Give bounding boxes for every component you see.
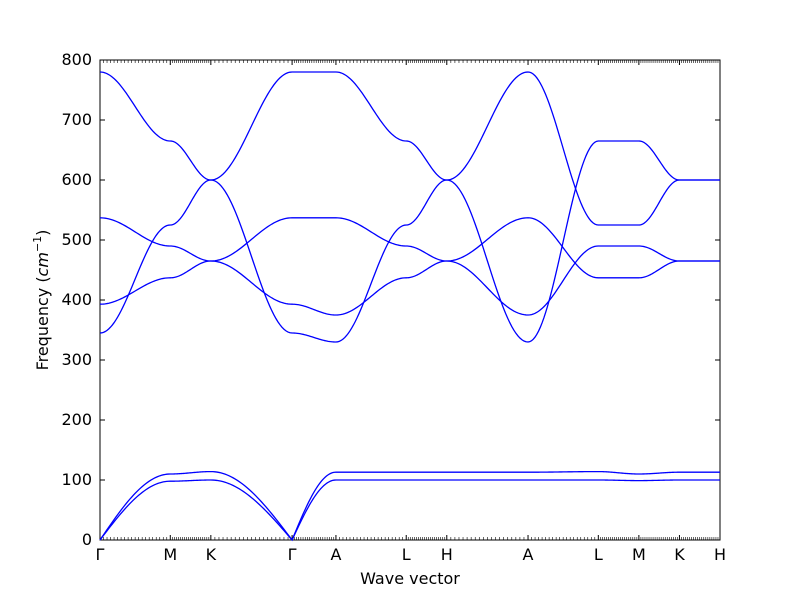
- y-tick-label: 700: [61, 110, 92, 129]
- y-axis-unit: cm: [33, 252, 52, 276]
- plot-frame: [99, 59, 721, 541]
- x-tick-label: M: [632, 545, 646, 564]
- x-tick-label: H: [714, 545, 726, 564]
- band-line-4: [99, 71, 720, 343]
- y-axis-unit-exponent: −1: [31, 236, 44, 252]
- y-tick-label: 0: [82, 530, 92, 549]
- y-tick-label: 800: [61, 50, 92, 69]
- y-tick-label: 600: [61, 170, 92, 189]
- y-tick-label: 500: [61, 230, 92, 249]
- y-axis-title: Frequency (cm−1): [31, 230, 52, 371]
- y-axis-title-text: Frequency: [33, 288, 52, 371]
- y-axis-ticks: 0 100 200 300 400 500 600 700 800: [61, 50, 720, 549]
- band-line-2: [99, 470, 720, 542]
- x-tick-label: M: [163, 545, 177, 564]
- x-tick-label: Γ: [288, 545, 297, 564]
- band-line-6: [99, 217, 720, 316]
- x-tick-label: L: [402, 545, 411, 564]
- x-tick-label: K: [206, 545, 217, 564]
- x-tick-label: K: [674, 545, 685, 564]
- band-lines: [99, 71, 720, 542]
- x-tick-label: L: [594, 545, 603, 564]
- x-tick-label: A: [523, 545, 534, 564]
- y-tick-label: 200: [61, 410, 92, 429]
- band-line-1: [99, 479, 720, 542]
- x-tick-label: A: [330, 545, 341, 564]
- symmetry-lines: [103, 60, 719, 540]
- x-tick-label: Γ: [96, 545, 105, 564]
- band-line-3: [99, 71, 720, 343]
- x-tick-label: H: [441, 545, 453, 564]
- y-tick-label: 100: [61, 470, 92, 489]
- y-tick-label: 400: [61, 290, 92, 309]
- band-line-5: [99, 217, 720, 316]
- x-axis-title: Wave vector: [360, 569, 460, 588]
- y-tick-label: 300: [61, 350, 92, 369]
